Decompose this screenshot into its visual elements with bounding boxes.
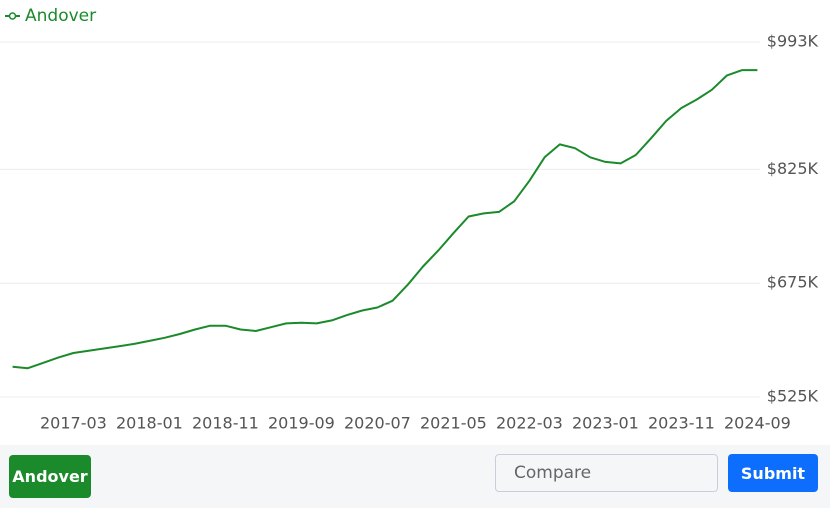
x-tick-label: 2019-09 — [268, 414, 335, 433]
y-tick-label: $525K — [767, 387, 819, 406]
x-tick-label: 2022-03 — [496, 414, 563, 433]
chart: $525K $675K $825K $993K 2017-03 2018-01 2018-1… — [0, 6, 819, 433]
x-tick-label: 2020-07 — [344, 414, 411, 433]
control-bar: Andover Compare Submit — [0, 445, 830, 508]
line — [12, 69, 758, 370]
x-tick-label: 2023-01 — [572, 414, 639, 433]
x-tick-label: 2018-01 — [116, 414, 183, 433]
submit-button[interactable]: Submit — [728, 454, 818, 492]
y-tick-label: $675K — [767, 273, 819, 292]
legend-icon — [8, 12, 17, 20]
location-button[interactable]: Andover — [9, 455, 91, 498]
x-tick-label: 2021-05 — [420, 414, 487, 433]
x-tick-label: 2023-11 — [648, 414, 715, 433]
x-tick-label: 2018-11 — [192, 414, 259, 433]
legend-label: Andover — [25, 6, 96, 26]
compare-input[interactable]: Compare — [495, 454, 718, 492]
y-tick-label: $825K — [767, 159, 819, 178]
x-tick-label: 2024-09 — [724, 414, 791, 433]
x-tick-label: 2017-03 — [40, 414, 107, 433]
y-tick-label: $993K — [767, 32, 819, 51]
